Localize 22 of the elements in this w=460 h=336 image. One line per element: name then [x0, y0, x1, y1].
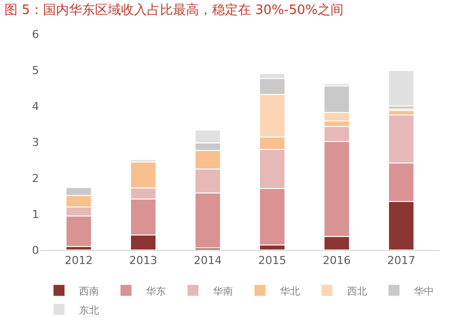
- y-tick-label: 5: [32, 64, 39, 77]
- bar: [388, 70, 415, 106]
- y-tick-label: 4: [32, 100, 39, 113]
- x-tick-label: 2012: [64, 254, 93, 268]
- legend-label: 华中: [414, 285, 434, 298]
- x-tick-label: 2017: [387, 254, 416, 268]
- legend-label: 西南: [79, 285, 99, 298]
- legend-label: 西北: [347, 285, 367, 298]
- chart-title: 图 5：国内华东区域收入占比最高，稳定在 30%-50%之间: [4, 2, 344, 18]
- legend-label: 华北: [280, 285, 300, 298]
- legend-label: 华南: [213, 285, 233, 298]
- x-tick-label: 2016: [322, 254, 351, 268]
- y-tick-label: 2: [32, 172, 39, 185]
- x-tick-label: 2014: [194, 254, 222, 268]
- y-tick-label: 6: [32, 28, 39, 41]
- legend-label: 东北: [79, 304, 99, 316]
- x-tick-label: 2015: [258, 254, 286, 268]
- y-tick-label: 3: [32, 136, 39, 149]
- y-tick-label: 1: [32, 208, 39, 221]
- y-tick-label: 0: [32, 244, 39, 257]
- legend-label: 华东: [146, 285, 166, 298]
- x-tick-label: 2013: [129, 254, 158, 268]
